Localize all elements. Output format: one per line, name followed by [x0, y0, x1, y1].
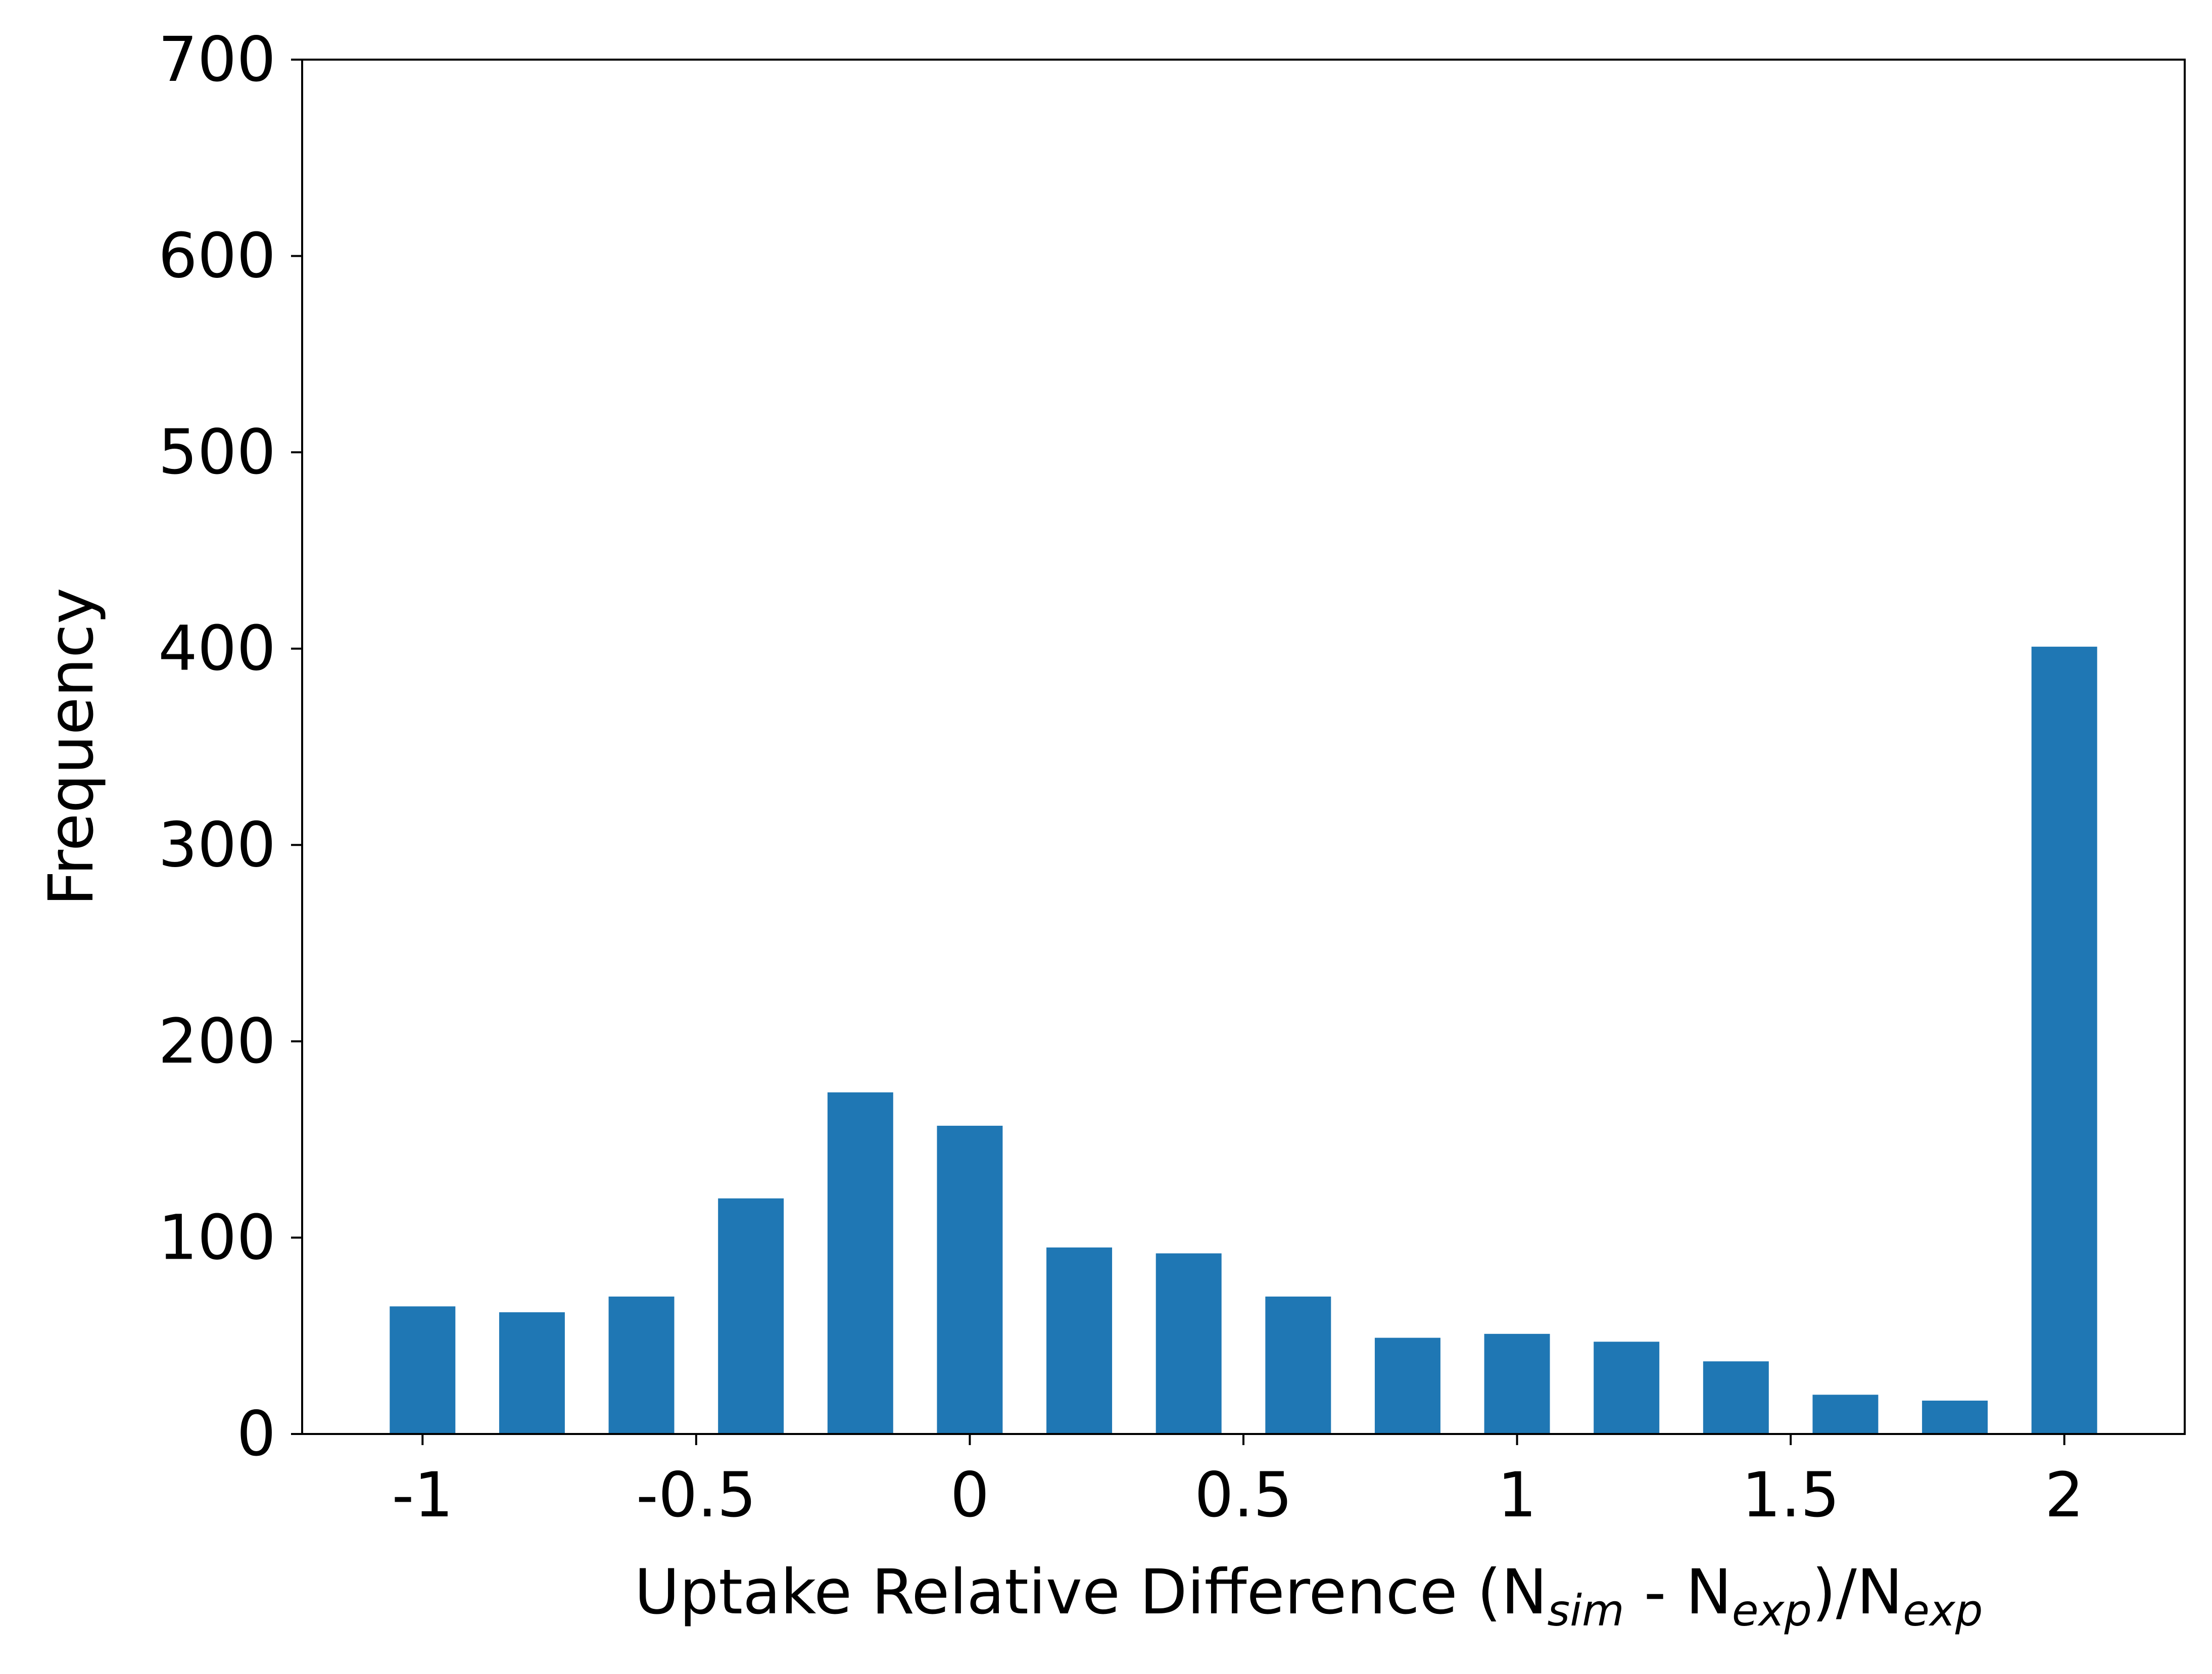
histogram-bar — [1374, 1337, 1440, 1434]
y-tick-label: 500 — [158, 416, 276, 488]
y-tick-label: 700 — [158, 24, 276, 95]
histogram-bar — [390, 1306, 456, 1434]
x-axis-label-sub-exp: exp — [1732, 1586, 1812, 1636]
x-axis-label: Uptake Relative Difference (Nsim - Nexp)… — [635, 1556, 1983, 1636]
histogram-bar — [499, 1312, 565, 1434]
x-axis-label-sub-sim: sim — [1547, 1586, 1624, 1636]
y-tick-label: 600 — [158, 220, 276, 292]
histogram-bar — [827, 1092, 893, 1434]
x-tick-label: 2 — [2045, 1459, 2084, 1531]
x-axis-label-after: )/N — [1812, 1556, 1903, 1628]
histogram-bar — [1703, 1361, 1769, 1434]
histogram-bar — [1265, 1297, 1331, 1434]
histogram-bar — [1156, 1253, 1222, 1434]
x-tick-label: -0.5 — [636, 1459, 756, 1531]
plot-frame — [301, 59, 2186, 1435]
y-axis: 0 100 200 300 400 500 600 700 — [158, 24, 302, 1470]
y-tick-label: 200 — [158, 1006, 276, 1077]
x-tick-label: 0.5 — [1194, 1459, 1292, 1531]
histogram-bar — [937, 1125, 1003, 1434]
x-axis: -1 -0.5 0 0.5 1 1.5 2 — [392, 1434, 2084, 1531]
y-tick-label: 100 — [158, 1202, 276, 1273]
y-tick-label: 300 — [158, 809, 276, 881]
x-axis-label-mid: - N — [1624, 1556, 1732, 1628]
x-tick-label: 0 — [950, 1459, 990, 1531]
y-axis-label: Frequency — [35, 588, 107, 906]
histogram-bar — [608, 1297, 675, 1434]
histogram-bar — [2031, 646, 2097, 1434]
histogram-bar — [718, 1198, 784, 1434]
histogram-bar — [1484, 1333, 1550, 1434]
x-axis-label-main: Uptake Relative Difference (N — [635, 1556, 1548, 1628]
histogram-bar — [1594, 1342, 1660, 1434]
x-tick-label: -1 — [392, 1459, 453, 1531]
x-axis-label-sub-exp-2: exp — [1903, 1586, 1983, 1636]
bars-group — [390, 646, 2097, 1434]
histogram-bar — [1922, 1400, 1988, 1434]
y-tick-label: 0 — [236, 1398, 276, 1470]
histogram-bar — [1046, 1247, 1113, 1434]
x-tick-label: 1 — [1498, 1459, 1537, 1531]
histogram-bar — [1812, 1395, 1879, 1434]
y-tick-label: 400 — [158, 613, 276, 685]
x-tick-label: 1.5 — [1742, 1459, 1840, 1531]
